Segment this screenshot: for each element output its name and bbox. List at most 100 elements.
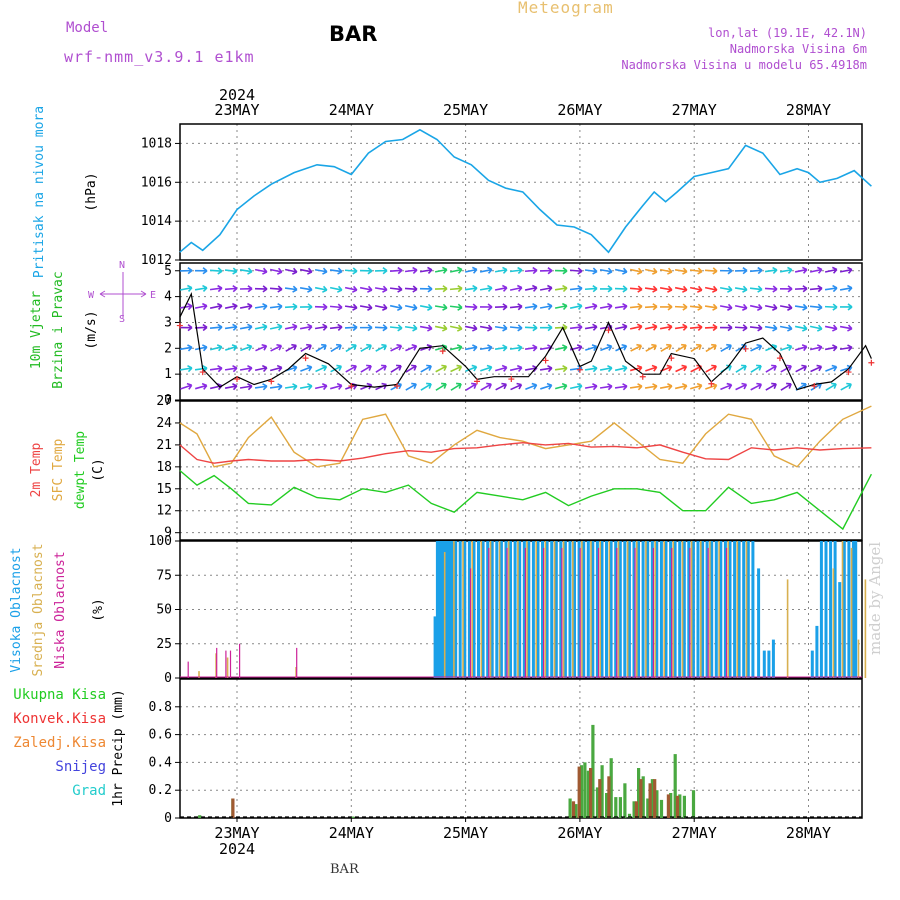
wind-arrow [765, 382, 777, 391]
wind-arrow [734, 324, 748, 332]
wind-arrow [689, 323, 703, 332]
mid-cloud-bar [535, 541, 537, 678]
wind-arrow [314, 285, 328, 293]
wind-arrow [285, 364, 298, 372]
ytick-label: 21 [156, 438, 172, 453]
low-cloud-bar [561, 547, 563, 678]
wind-arrow [344, 303, 358, 311]
total-precip-bar [351, 816, 355, 818]
cloud-unit: (%) [91, 598, 106, 621]
wind-speed-line [179, 292, 872, 391]
mid-cloud-bar [198, 671, 200, 678]
wind-arrow [225, 344, 238, 352]
wind-arrow [479, 344, 493, 352]
mid-cloud-bar [453, 541, 455, 678]
wind-arrow [389, 324, 403, 332]
t2m-temp-line [179, 441, 872, 464]
high-cloud-bar [641, 541, 645, 678]
ytick-label: 3 [164, 315, 172, 330]
wind-arrow [194, 344, 208, 352]
precip-legend-item: Snijeg [55, 759, 106, 775]
wind-arrow [300, 343, 312, 353]
wind-arrow [254, 302, 268, 311]
mid-cloud-bar [489, 541, 492, 678]
mid-cloud-bar [727, 541, 729, 678]
wind-arrow [359, 323, 373, 332]
gust-marker [708, 380, 715, 387]
high-cloud-bar [449, 541, 453, 678]
total-precip-bar [579, 765, 584, 818]
wind-arrow [524, 302, 538, 311]
low-cloud-bar [597, 547, 600, 678]
total-precip-bar [609, 758, 613, 818]
wind-arrow [404, 266, 418, 275]
gust-marker [508, 376, 515, 383]
wind-arrow [524, 344, 538, 352]
wind-arrow [389, 266, 403, 275]
wind-arrow [554, 382, 568, 390]
conv-precip-bar [666, 794, 670, 818]
wind-arrow [779, 303, 793, 311]
conv-precip-bar [231, 798, 235, 818]
wind-arrow [584, 267, 598, 275]
wind-arrow [554, 267, 568, 275]
ytick-label: 27 [156, 394, 172, 409]
wind-arrow [690, 364, 703, 373]
total-precip-bar [591, 724, 595, 818]
low-cloud-bar [296, 647, 298, 678]
precip-legend-item: Zaledj.Kisa [13, 735, 106, 751]
dewpoint-line [179, 469, 873, 531]
wind-arrow [284, 285, 298, 293]
high-cloud-bar [518, 541, 522, 678]
wind-arrow [779, 285, 793, 293]
wind-arrow [390, 364, 402, 373]
compass-east: E [150, 290, 156, 301]
mid-cloud-bar [295, 667, 297, 678]
top-day-label: 24MAY [329, 101, 374, 119]
wind-arrow [179, 267, 193, 275]
wind-arrow [645, 343, 657, 352]
wind-arrow [584, 302, 598, 311]
pressure-line [179, 128, 872, 254]
low-cloud-bar [225, 650, 227, 678]
wind-arrow [525, 382, 538, 391]
high-cloud-bar [847, 541, 851, 678]
pressure-axis-title: Pritisak na nivou mora [32, 106, 47, 278]
wind-arrow [359, 285, 373, 293]
ytick-label: 0 [164, 811, 172, 826]
high-cloud-bar [490, 541, 494, 678]
wind-arrow [509, 284, 523, 292]
wind-arrow [180, 382, 193, 390]
mid-cloud-bar [572, 541, 574, 678]
mid-cloud-bar [700, 541, 702, 678]
wind-arrow [524, 324, 538, 332]
low-cloud-bar [652, 547, 654, 678]
product-title: Meteogram [518, 0, 614, 17]
gust-marker [439, 348, 446, 355]
high-cloud-bar [614, 541, 618, 678]
wind-arrow [464, 266, 478, 274]
elevation-label: Nadmorska Visina 6m [729, 42, 867, 56]
gust-marker [199, 369, 206, 376]
mid-cloud-bar [654, 541, 656, 678]
wind-arrow [599, 267, 613, 275]
wind-arrow [809, 284, 823, 293]
wind-arrow [224, 285, 238, 293]
wind-arrow [374, 303, 388, 312]
wind-arrow [569, 323, 583, 331]
wind-arrow [375, 343, 388, 352]
wind-arrow [659, 285, 673, 293]
wind-arrow [389, 285, 403, 293]
ytick-label: 0 [164, 393, 172, 408]
dewpt-axis-title: dewpt Temp [73, 431, 88, 509]
wind-arrow [314, 267, 328, 275]
high-cloud-bar [463, 541, 467, 678]
wind-arrow [434, 285, 448, 293]
mid-cloud-bar [841, 541, 844, 678]
mid-cloud-bar [562, 541, 565, 678]
low-cloud-bar [543, 547, 545, 678]
mid-cloud-axis-title: Srednja Oblacnost [31, 543, 46, 676]
mid-cloud-bar [690, 541, 693, 678]
ytick-label: 2 [164, 341, 172, 356]
